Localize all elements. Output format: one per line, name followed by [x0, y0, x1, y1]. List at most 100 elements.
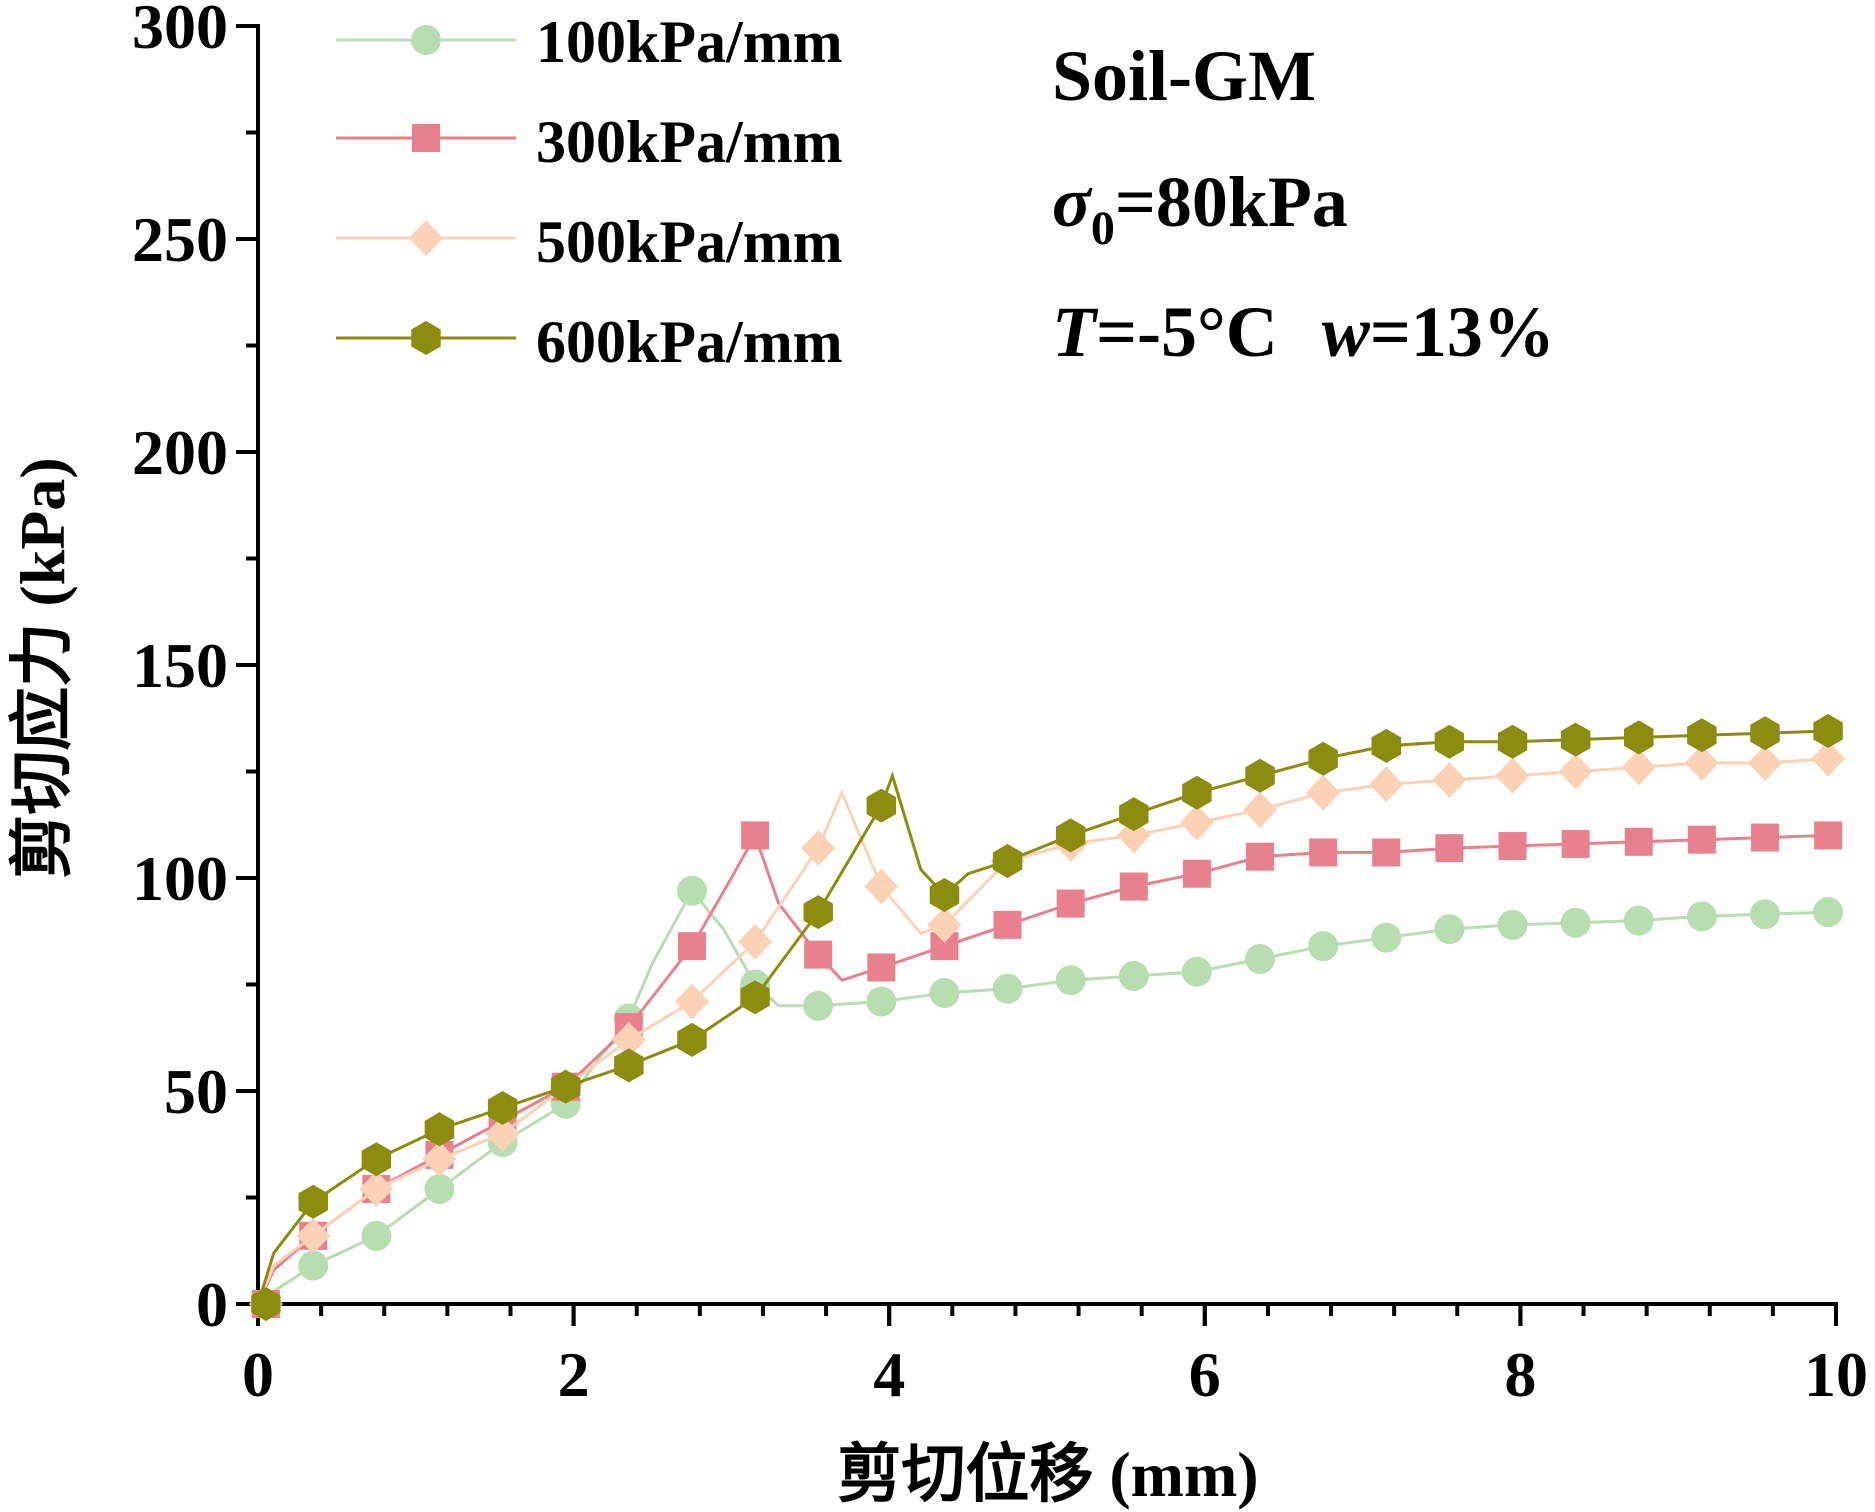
data-point — [1623, 905, 1654, 936]
data-point — [614, 1048, 644, 1083]
data-point — [485, 1115, 520, 1152]
x-axis-title: 剪切位移 (mm) — [837, 1439, 1258, 1510]
temperature-value: =-5°C — [1096, 292, 1278, 372]
y-tick-label: 200 — [132, 417, 228, 488]
x-tick-label: 8 — [1504, 1339, 1536, 1410]
data-point — [1813, 714, 1843, 748]
data-point — [1119, 872, 1148, 901]
data-point — [927, 906, 962, 943]
data-point — [1372, 838, 1401, 867]
data-point — [1497, 909, 1528, 940]
data-point — [1181, 956, 1212, 987]
data-point — [1811, 740, 1846, 777]
data-point — [1179, 804, 1214, 841]
y-tick-label: 100 — [132, 843, 228, 914]
data-point — [1749, 899, 1780, 930]
y-tick-label: 300 — [132, 0, 228, 62]
data-point — [677, 1022, 707, 1057]
data-point — [424, 1112, 455, 1147]
data-point — [1687, 718, 1717, 753]
data-point — [1182, 859, 1211, 888]
legend-item-100: 100kPa/mm — [336, 9, 843, 75]
data-point — [864, 868, 899, 905]
data-point — [411, 25, 441, 55]
series-line — [256, 757, 1829, 1305]
data-point — [804, 940, 833, 969]
data-point — [1747, 744, 1782, 781]
data-point — [1116, 817, 1151, 854]
x-tick-label: 6 — [1189, 1339, 1221, 1410]
data-point — [1684, 744, 1719, 781]
data-point — [298, 1184, 328, 1219]
data-point — [992, 973, 1023, 1004]
data-point — [298, 1250, 329, 1281]
data-point — [1306, 774, 1341, 811]
data-point — [738, 923, 773, 960]
data-point — [992, 844, 1023, 878]
data-point — [551, 1069, 581, 1104]
moisture-symbol: w — [1322, 292, 1371, 372]
data-point — [1371, 922, 1402, 953]
data-point — [1560, 722, 1591, 757]
data-point — [251, 1287, 281, 1321]
data-point — [1498, 832, 1527, 861]
data-point — [361, 1220, 392, 1251]
annotations: Soil-GM σ0=80kPa T=-5°C w=13% — [1052, 36, 1555, 372]
data-point — [1432, 762, 1467, 799]
data-point — [296, 1217, 331, 1254]
legend: 100kPa/mm 300kPa/mm 500kPa/mm 600kPa/mm — [336, 9, 843, 375]
data-point — [1560, 907, 1591, 938]
data-point — [1435, 834, 1464, 863]
sigma-subscript: 0 — [1091, 202, 1115, 255]
x-tick-label: 4 — [873, 1339, 905, 1410]
legend-item-500: 500kPa/mm — [336, 209, 843, 275]
data-point — [1558, 753, 1593, 790]
data-point — [411, 321, 441, 355]
data-point — [1561, 829, 1590, 858]
data-point — [1182, 775, 1212, 810]
y-tick-label: 50 — [164, 1056, 228, 1127]
legend-item-600: 600kPa/mm — [336, 309, 843, 375]
data-point — [424, 1173, 455, 1204]
data-point — [1624, 720, 1654, 755]
data-point — [801, 830, 836, 867]
data-point — [803, 990, 834, 1021]
data-point — [1243, 791, 1278, 828]
data-point — [1750, 823, 1779, 852]
data-point — [674, 983, 709, 1020]
sigma-symbol: σ — [1052, 162, 1093, 242]
data-point — [1245, 943, 1276, 974]
legend-label: 600kPa/mm — [536, 309, 843, 375]
legend-marker — [411, 25, 441, 55]
y-axis-title: 剪切应力 (kPa) — [7, 457, 78, 878]
data-point — [740, 980, 770, 1015]
temperature-symbol: T — [1052, 292, 1099, 372]
data-point — [1245, 758, 1275, 793]
data-point — [803, 895, 833, 930]
y-tick-label: 0 — [196, 1269, 228, 1340]
data-point — [359, 1170, 394, 1207]
data-point — [866, 986, 897, 1017]
moisture-value: =13% — [1370, 292, 1555, 372]
data-point — [1621, 749, 1656, 786]
data-point — [677, 932, 706, 961]
data-point — [1814, 821, 1843, 850]
data-point — [1055, 965, 1086, 996]
data-point — [866, 788, 896, 823]
y-tick-label: 150 — [132, 630, 228, 701]
data-point — [1813, 897, 1844, 928]
data-point — [929, 878, 960, 912]
data-point — [422, 1141, 457, 1178]
series-group — [248, 714, 1846, 1322]
conditions-annotation: T=-5°C w=13% — [1052, 292, 1555, 372]
sigma-value: =80kPa — [1115, 162, 1348, 242]
series-line — [256, 729, 1829, 1305]
legend-marker — [411, 321, 441, 355]
data-point — [867, 953, 896, 982]
data-point — [1495, 757, 1530, 794]
legend-item-300: 300kPa/mm — [336, 109, 843, 175]
data-point — [1309, 838, 1338, 867]
data-point — [1056, 889, 1085, 918]
material-label: Soil-GM — [1052, 36, 1316, 116]
